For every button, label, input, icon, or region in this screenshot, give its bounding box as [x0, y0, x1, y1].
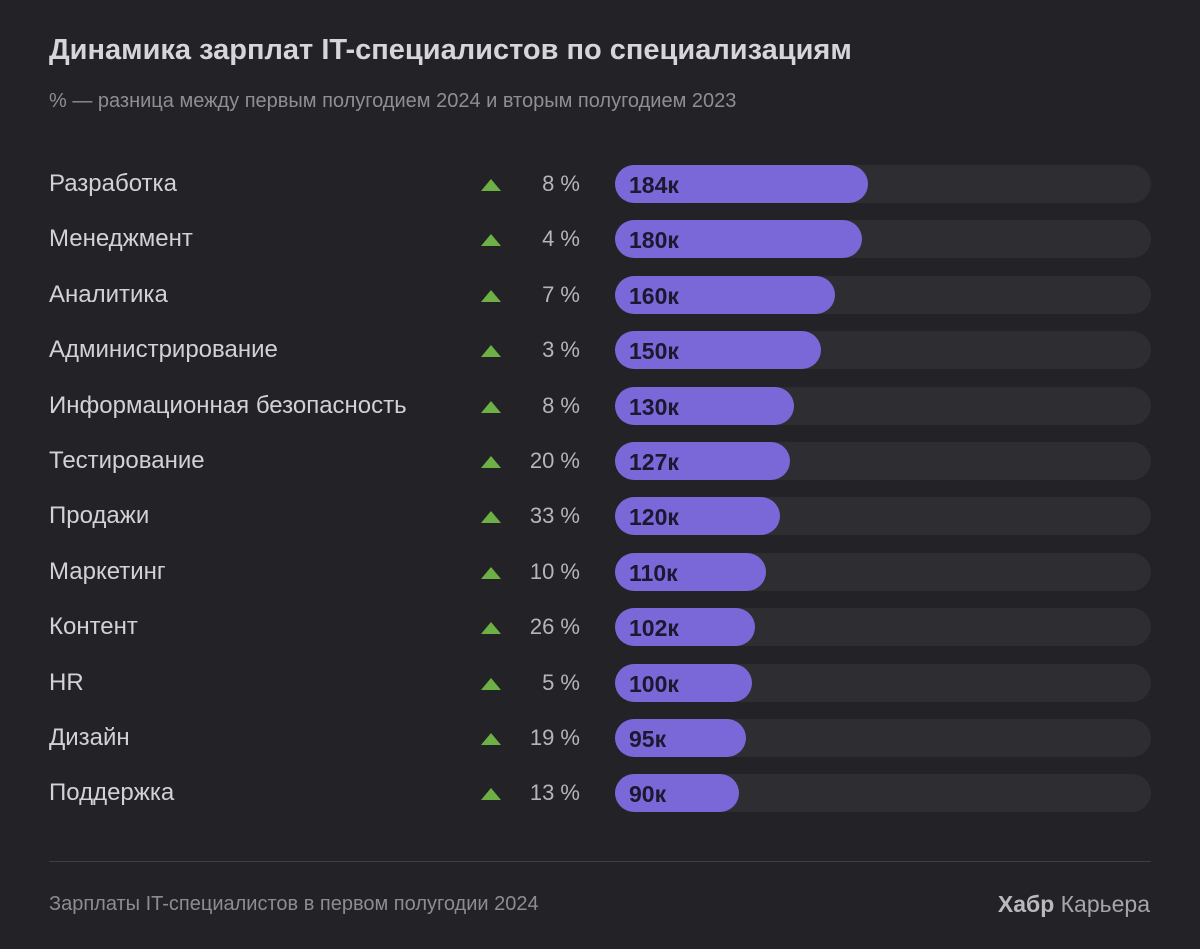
- bar-row: HR 5 % 100к: [0, 663, 1200, 719]
- bar-track: 160к: [615, 275, 1151, 314]
- bar-track: 180к: [615, 220, 1151, 259]
- brand-logo[interactable]: Хабр Карьера: [998, 891, 1150, 918]
- bar: 127к: [615, 441, 790, 480]
- category-label: Разработка: [49, 170, 177, 197]
- value-label: 90к: [629, 781, 667, 808]
- bar-track: 100к: [615, 663, 1151, 702]
- category-label: Информационная безопасность: [49, 391, 407, 419]
- footer-note: Зарплаты IT-специалистов в первом полуго…: [49, 893, 539, 915]
- category-label: Маркетинг: [49, 557, 166, 585]
- bar-track: 120к: [615, 497, 1151, 536]
- bar-row: Поддержка 13 % 90к: [0, 774, 1200, 829]
- up-arrow-icon: [481, 622, 501, 635]
- value-label: 180к: [629, 227, 679, 254]
- category-label: Продажи: [49, 502, 150, 530]
- bar-row: Аналитика 7 % 160к: [0, 275, 1200, 331]
- bar: 102к: [615, 608, 755, 647]
- category-label: Аналитика: [49, 280, 168, 308]
- bar-track: 130к: [615, 386, 1151, 425]
- bar: 180к: [615, 220, 862, 259]
- up-arrow-icon: [481, 566, 501, 579]
- change-label: 5 %: [542, 669, 580, 695]
- bar-row: Разработка 8 % 184к: [0, 165, 1200, 220]
- category-label: Дизайн: [49, 723, 130, 751]
- bar-row: Продажи 33 % 120к: [0, 497, 1200, 552]
- bar: 95к: [615, 718, 746, 757]
- category-label: Поддержка: [49, 779, 175, 807]
- bar-track: 95к: [615, 718, 1151, 757]
- brand-rest: Карьера: [1054, 891, 1150, 917]
- change-label: 20 %: [529, 447, 580, 473]
- bar-row: Администрирование 3 % 150к: [0, 331, 1200, 386]
- brand-bold: Хабр: [997, 891, 1055, 917]
- value-label: 127к: [629, 448, 679, 475]
- bar-track: 127к: [615, 441, 1151, 480]
- up-arrow-icon: [481, 345, 501, 358]
- change-label: 13 %: [529, 780, 580, 806]
- value-label: 130к: [629, 393, 679, 420]
- change-label: 10 %: [529, 558, 580, 584]
- bar-row: Менеджмент 4 % 180к: [0, 220, 1200, 275]
- change-label: 8 %: [542, 171, 580, 196]
- bar-track: 150к: [615, 331, 1151, 370]
- value-label: 95к: [629, 725, 667, 752]
- up-arrow-icon: [481, 511, 501, 524]
- category-label: Администрирование: [49, 336, 278, 364]
- bar-row: Информационная безопасность 8 % 130к: [0, 386, 1200, 442]
- value-label: 120к: [629, 504, 679, 531]
- category-label: Менеджмент: [49, 225, 193, 253]
- change-label: 33 %: [529, 503, 580, 529]
- bar-track: 110к: [615, 552, 1151, 591]
- bar: 130к: [615, 386, 794, 425]
- bar-rows: Разработка 8 % 184к Менеджмент 4 % 180к Аналит…: [0, 165, 1200, 830]
- up-arrow-icon: [481, 234, 501, 247]
- bar-track: 184к: [615, 165, 1151, 203]
- category-label: Тестирование: [49, 446, 205, 474]
- change-label: 3 %: [542, 337, 580, 363]
- chart-title: Динамика зарплат IT-специалистов по спец…: [49, 34, 852, 66]
- bar: 90к: [615, 774, 739, 813]
- bar: 100к: [615, 663, 752, 702]
- up-arrow-icon: [481, 732, 501, 745]
- bar: 120к: [615, 497, 780, 536]
- change-label: 4 %: [542, 226, 580, 252]
- bar: 150к: [615, 331, 821, 370]
- bar: 110к: [615, 552, 766, 591]
- up-arrow-icon: [481, 455, 501, 468]
- change-label: 26 %: [529, 614, 580, 640]
- value-label: 100к: [629, 670, 679, 697]
- bar: 160к: [615, 275, 835, 314]
- footer-divider: [49, 861, 1151, 862]
- chart-subtitle: % — разница между первым полугодием 2024…: [49, 90, 737, 112]
- change-label: 19 %: [529, 724, 580, 750]
- up-arrow-icon: [481, 788, 501, 801]
- value-label: 150к: [629, 338, 679, 365]
- value-label: 110к: [629, 559, 678, 586]
- bar-row: Маркетинг 10 % 110к: [0, 552, 1200, 608]
- bar: 184к: [615, 165, 868, 203]
- bar-row: Тестирование 20 % 127к: [0, 441, 1200, 497]
- up-arrow-icon: [481, 289, 501, 302]
- bar-row: Дизайн 19 % 95к: [0, 718, 1200, 774]
- value-label: 160к: [629, 282, 679, 309]
- up-arrow-icon: [481, 400, 501, 413]
- up-arrow-icon: [481, 677, 501, 690]
- category-label: Контент: [49, 613, 138, 641]
- bar-track: 90к: [615, 774, 1151, 813]
- bar-row: Контент 26 % 102к: [0, 608, 1200, 663]
- up-arrow-icon: [481, 179, 501, 191]
- change-label: 7 %: [542, 281, 580, 307]
- value-label: 102к: [629, 615, 679, 642]
- value-label: 184к: [629, 172, 679, 198]
- change-label: 8 %: [542, 392, 580, 418]
- category-label: HR: [49, 668, 84, 696]
- bar-track: 102к: [615, 608, 1151, 647]
